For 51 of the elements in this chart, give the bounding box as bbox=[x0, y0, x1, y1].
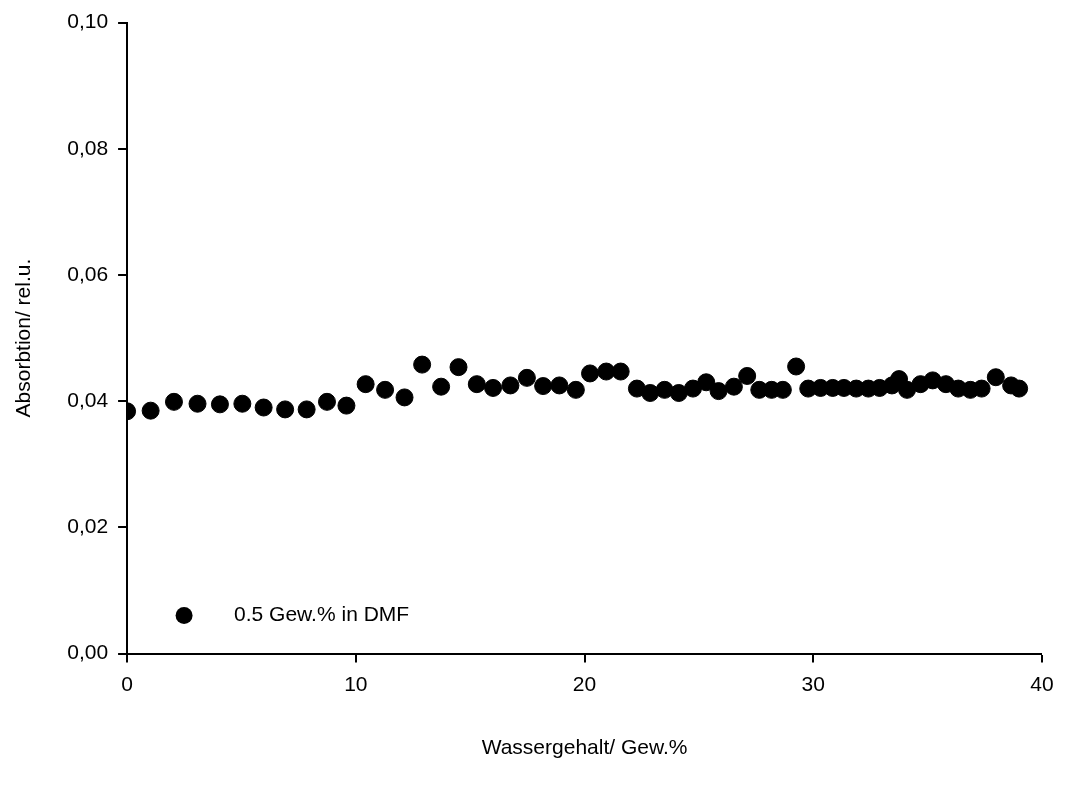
point bbox=[164, 392, 183, 411]
x-tick-label: 30 bbox=[801, 672, 825, 695]
point bbox=[738, 366, 757, 385]
y-tick-label: 0,00 bbox=[67, 640, 109, 664]
y-tick-label: 0,02 bbox=[67, 514, 109, 538]
y-axis-title: Absorbtion/ rel.u. bbox=[11, 258, 35, 418]
x-tick-label: 20 bbox=[572, 672, 597, 695]
y-tick-label: 0,06 bbox=[67, 261, 109, 285]
point bbox=[787, 357, 806, 376]
point bbox=[534, 377, 553, 396]
point bbox=[395, 388, 414, 407]
x-tick-label: 10 bbox=[344, 672, 368, 695]
y-tick-label: 0,04 bbox=[67, 388, 109, 411]
point bbox=[501, 376, 520, 395]
point bbox=[467, 375, 486, 394]
point bbox=[210, 395, 229, 414]
point bbox=[517, 368, 536, 387]
y-tick-label: 0,08 bbox=[67, 135, 109, 159]
point bbox=[432, 377, 451, 396]
point bbox=[254, 398, 273, 417]
point bbox=[669, 384, 688, 402]
point bbox=[597, 362, 616, 381]
point bbox=[233, 394, 252, 413]
point bbox=[724, 377, 743, 396]
point bbox=[581, 364, 600, 383]
point bbox=[413, 355, 432, 374]
point bbox=[986, 368, 1005, 387]
point bbox=[566, 380, 585, 399]
point bbox=[709, 382, 728, 401]
point bbox=[276, 400, 295, 419]
point bbox=[317, 392, 336, 411]
x-axis-title: Wassergehalt/ Gew.% bbox=[481, 735, 688, 759]
point bbox=[337, 396, 356, 415]
legend-label: 0.5 Gew.% in DMF bbox=[234, 602, 410, 626]
x-tick-label: 0 bbox=[121, 672, 133, 695]
point bbox=[449, 358, 468, 377]
point bbox=[655, 380, 674, 399]
point bbox=[188, 394, 207, 413]
point bbox=[611, 362, 630, 381]
point bbox=[550, 376, 569, 395]
x-tick-label: 40 bbox=[1030, 672, 1054, 695]
point bbox=[141, 401, 160, 420]
point bbox=[356, 375, 375, 394]
point bbox=[1010, 379, 1029, 398]
point bbox=[697, 373, 716, 392]
point bbox=[484, 378, 503, 397]
y-tick-label: 0,10 bbox=[67, 9, 109, 33]
point bbox=[683, 379, 702, 398]
point bbox=[376, 380, 395, 399]
point bbox=[641, 384, 660, 402]
point bbox=[297, 400, 316, 419]
